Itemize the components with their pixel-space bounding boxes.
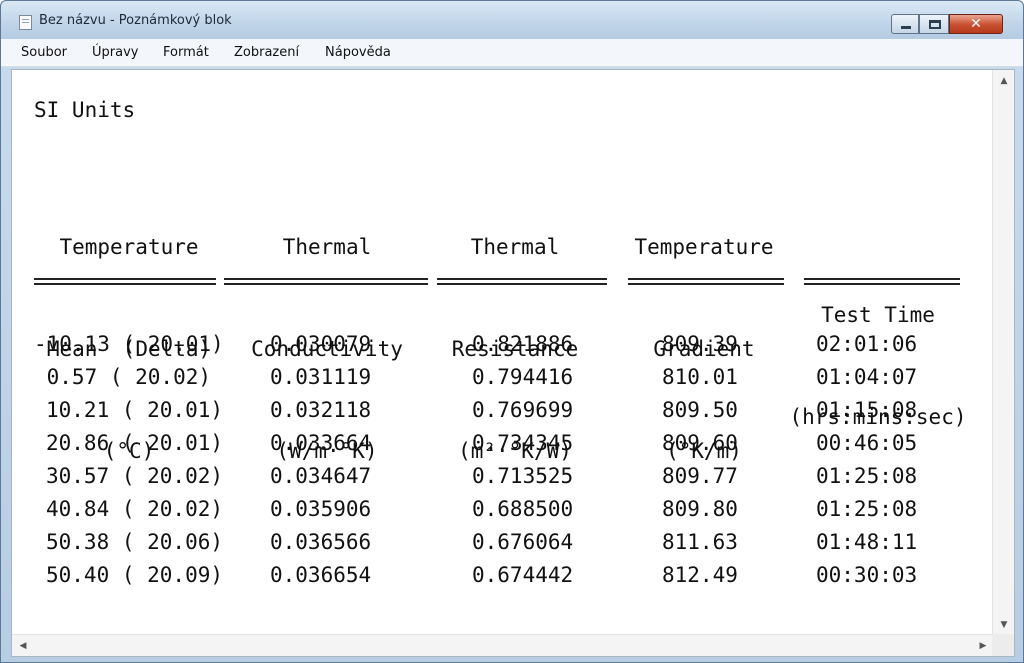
table-row: 50.38 ( 20.06) 0.036566 0.676064 811.63 …: [12, 527, 992, 560]
minimize-icon: [901, 26, 911, 29]
cell-resistance: 0.821886: [472, 332, 574, 356]
table-row: 0.57 ( 20.02) 0.031119 0.794416 810.01 0…: [12, 362, 992, 395]
cell-temperature: 50.38 ( 20.06): [46, 530, 224, 554]
column-header-temperature-gradient: Temperature Gradient (°K/m): [620, 162, 788, 536]
cell-test-time: 01:25:08: [816, 497, 918, 521]
cell-resistance: 0.734345: [472, 431, 574, 455]
cell-temperature: 50.40 ( 20.09): [46, 563, 224, 587]
table-row: -10.13 ( 20.01) 0.030079 0.821886 809.39…: [12, 329, 992, 362]
cell-test-time: 01:48:11: [816, 530, 918, 554]
column-header-temperature-mean: Temperature Mean (Delta) (°C): [34, 162, 224, 536]
cell-temperature: 20.86 ( 20.01): [46, 431, 224, 455]
cell-resistance: 0.676064: [472, 530, 574, 554]
column-header-test-time: Test Time (hrs:mins:sec): [788, 162, 968, 502]
column-header-thermal-resistance: Thermal Resistance (m²·°K/W): [430, 162, 600, 536]
header-line: Temperature: [634, 235, 774, 259]
cell-temperature: 40.84 ( 20.02): [46, 497, 224, 521]
cell-temperature: -10.13 ( 20.01): [34, 332, 224, 356]
header-line: (W/m·°K): [276, 439, 378, 463]
cell-test-time: 00:46:05: [816, 431, 918, 455]
header-line: Temperature: [59, 235, 199, 259]
scroll-right-icon[interactable]: ▶: [979, 641, 987, 651]
header-rule: [628, 278, 784, 285]
cell-conductivity: 0.034647: [270, 464, 372, 488]
cell-conductivity: 0.035906: [270, 497, 372, 521]
menu-zobrazeni[interactable]: Zobrazení: [234, 45, 300, 60]
cell-gradient: 811.63: [662, 530, 738, 554]
cell-temperature: 0.57 ( 20.02): [34, 365, 212, 389]
cell-gradient: 809.77: [662, 464, 738, 488]
table-row: 40.84 ( 20.02) 0.035906 0.688500 809.80 …: [12, 494, 992, 527]
cell-gradient: 812.49: [662, 563, 738, 587]
table-row: 20.86 ( 20.01) 0.033664 0.734345 809.60 …: [12, 428, 992, 461]
menu-napoveda[interactable]: Nápověda: [325, 45, 391, 60]
column-header-thermal-conductivity: Thermal Conductivity (W/m·°K): [232, 162, 422, 536]
cell-gradient: 810.01: [662, 365, 738, 389]
maximize-icon: [929, 20, 941, 29]
horizontal-scrollbar[interactable]: ◀ ▶: [12, 634, 994, 656]
cell-gradient: 809.80: [662, 497, 738, 521]
header-rule: [34, 278, 216, 285]
header-line: (°C): [103, 439, 155, 463]
header-rule: [437, 278, 607, 285]
header-line: Conductivity: [251, 337, 403, 361]
header-line: (hrs:mins:sec): [789, 405, 967, 429]
cell-conductivity: 0.031119: [270, 365, 372, 389]
cell-test-time: 01:04:07: [816, 365, 918, 389]
window-title: Bez názvu - Poznámkový blok: [39, 13, 232, 28]
close-button[interactable]: ✕: [949, 14, 1003, 34]
cell-test-time: 02:01:06: [816, 332, 918, 356]
cell-test-time: 01:15:08: [816, 398, 918, 422]
menu-format[interactable]: Formát: [163, 45, 209, 60]
maximize-button[interactable]: [919, 14, 949, 34]
document-heading: SI Units: [34, 98, 136, 122]
scrollbar-corner: [992, 634, 1014, 656]
header-line: Test Time: [821, 303, 935, 327]
scroll-left-icon[interactable]: ◀: [19, 641, 27, 651]
cell-resistance: 0.688500: [472, 497, 574, 521]
cell-conductivity: 0.036566: [270, 530, 372, 554]
menu-soubor[interactable]: Soubor: [21, 45, 67, 60]
scroll-up-icon[interactable]: ▲: [1000, 76, 1008, 86]
menu-bar: Soubor Úpravy Formát Zobrazení Nápověda: [1, 39, 1023, 67]
cell-test-time: 01:25:08: [816, 464, 918, 488]
table-row: 10.21 ( 20.01) 0.032118 0.769699 809.50 …: [12, 395, 992, 428]
header-line: Thermal: [282, 235, 372, 259]
cell-resistance: 0.769699: [472, 398, 574, 422]
cell-temperature: 30.57 ( 20.02): [46, 464, 224, 488]
header-line: (°K/m): [666, 439, 742, 463]
cell-conductivity: 0.036654: [270, 563, 372, 587]
header-line: (m²·°K/W): [458, 439, 572, 463]
header-rule: [804, 278, 960, 285]
vertical-scrollbar[interactable]: ▲ ▼: [992, 70, 1014, 636]
scroll-down-icon[interactable]: ▼: [1000, 620, 1008, 630]
table-row: 50.40 ( 20.09) 0.036654 0.674442 812.49 …: [12, 560, 992, 593]
cell-resistance: 0.794416: [472, 365, 574, 389]
cell-temperature: 10.21 ( 20.01): [46, 398, 224, 422]
header-line: Thermal: [470, 235, 560, 259]
cell-test-time: 00:30:03: [816, 563, 918, 587]
title-bar[interactable]: Bez názvu - Poznámkový blok ✕: [1, 1, 1023, 39]
cell-gradient: 809.50: [662, 398, 738, 422]
cell-resistance: 0.713525: [472, 464, 574, 488]
menu-upravy[interactable]: Úpravy: [92, 45, 139, 60]
text-editor-area[interactable]: SI Units Temperature Mean (Delta) (°C) T…: [11, 69, 1015, 657]
close-icon: ✕: [970, 16, 982, 32]
header-line: Gradient: [653, 337, 755, 361]
notepad-icon[interactable]: [19, 15, 32, 30]
cell-gradient: 809.39: [662, 332, 738, 356]
table-row: 30.57 ( 20.02) 0.034647 0.713525 809.77 …: [12, 461, 992, 494]
minimize-button[interactable]: [891, 14, 919, 34]
cell-conductivity: 0.030079: [270, 332, 372, 356]
cell-resistance: 0.674442: [472, 563, 574, 587]
cell-conductivity: 0.033664: [270, 431, 372, 455]
header-rule: [224, 278, 428, 285]
header-line: Mean (Delta): [46, 337, 212, 361]
header-line: Resistance: [451, 337, 579, 361]
cell-gradient: 809.60: [662, 431, 738, 455]
cell-conductivity: 0.032118: [270, 398, 372, 422]
